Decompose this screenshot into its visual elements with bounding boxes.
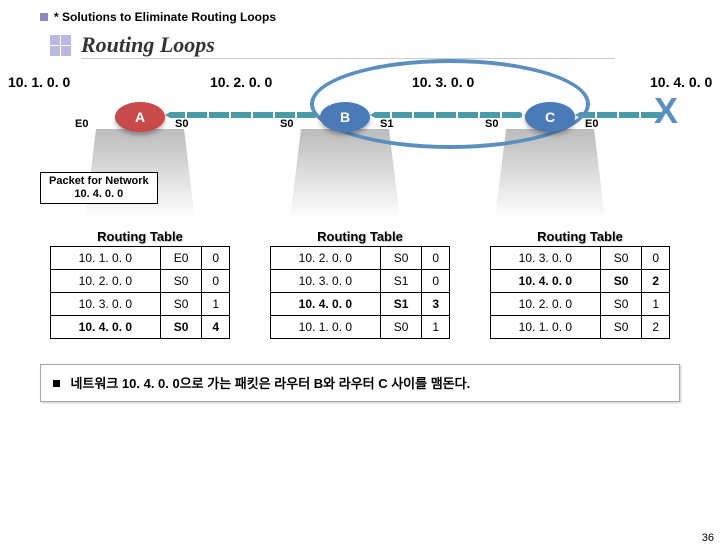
table-cell: S0: [160, 270, 202, 293]
page-number: 36: [702, 532, 714, 544]
table-cell: S0: [380, 316, 422, 339]
table-cell: 10. 2. 0. 0: [271, 247, 381, 270]
routing-table-title: Routing Table: [270, 229, 450, 244]
page-title: Routing Loops: [81, 32, 615, 59]
table-cell: S0: [380, 247, 422, 270]
table-cell: 2: [642, 316, 670, 339]
interface-label: S1: [380, 118, 393, 130]
table-cell: 10. 4. 0. 0: [51, 316, 161, 339]
table-cell: 1: [422, 316, 450, 339]
interface-label: S0: [485, 118, 498, 130]
table-row: 10. 4. 0. 0S13: [271, 293, 450, 316]
router-b: B: [320, 102, 370, 132]
network-label: 10. 2. 0. 0: [210, 74, 272, 90]
table-cell: S0: [600, 293, 642, 316]
network-label: 10. 4. 0. 0: [650, 74, 712, 90]
table-row: 10. 2. 0. 0S00: [271, 247, 450, 270]
router-a: A: [115, 102, 165, 132]
table-cell: 0: [422, 270, 450, 293]
interface-label: S0: [175, 118, 188, 130]
footer-note: 네트워크 10. 4. 0. 0으로 가는 패킷은 라우터 B와 라우터 C 사…: [40, 364, 680, 402]
interface-label: S0: [280, 118, 293, 130]
table-cell: 2: [642, 270, 670, 293]
network-label: 10. 1. 0. 0: [8, 74, 70, 90]
link-fail-x-icon: X: [654, 90, 678, 132]
routing-table-grid: 10. 2. 0. 0S0010. 3. 0. 0S1010. 4. 0. 0S…: [270, 246, 450, 339]
routing-tables: Routing Table10. 1. 0. 0E0010. 2. 0. 0S0…: [0, 229, 720, 339]
table-cell: 10. 3. 0. 0: [51, 293, 161, 316]
routing-table: Routing Table10. 2. 0. 0S0010. 3. 0. 0S1…: [270, 229, 450, 339]
routing-table: Routing Table10. 3. 0. 0S0010. 4. 0. 0S0…: [490, 229, 670, 339]
table-cell: 0: [202, 270, 230, 293]
table-row: 10. 2. 0. 0S01: [491, 293, 670, 316]
table-cell: S0: [160, 293, 202, 316]
header-row: * Solutions to Eliminate Routing Loops: [40, 10, 720, 24]
table-row: 10. 3. 0. 0S10: [271, 270, 450, 293]
table-cell: 10. 4. 0. 0: [271, 293, 381, 316]
interface-label: E0: [585, 118, 598, 130]
network-diagram: 10. 1. 0. 0 10. 2. 0. 0 10. 3. 0. 0 10. 4. …: [0, 74, 720, 204]
table-cell: 10. 2. 0. 0: [51, 270, 161, 293]
table-row: 10. 4. 0. 0S02: [491, 270, 670, 293]
table-cell: 10. 1. 0. 0: [271, 316, 381, 339]
interface-label: E0: [75, 118, 88, 130]
packet-label-box: Packet for Network10. 4. 0. 0: [40, 172, 158, 204]
table-cell: 4: [202, 316, 230, 339]
table-row: 10. 1. 0. 0S02: [491, 316, 670, 339]
network-label: 10. 3. 0. 0: [412, 74, 474, 90]
router-c: C: [525, 102, 575, 132]
table-row: 10. 3. 0. 0S01: [51, 293, 230, 316]
table-cell: S1: [380, 270, 422, 293]
table-cell: S0: [600, 316, 642, 339]
table-cell: 10. 3. 0. 0: [271, 270, 381, 293]
router-label: C: [545, 109, 555, 125]
table-cell: 0: [642, 247, 670, 270]
table-row: 10. 1. 0. 0E00: [51, 247, 230, 270]
header-text: * Solutions to Eliminate Routing Loops: [54, 10, 276, 24]
routing-table-title: Routing Table: [490, 229, 670, 244]
router-label: A: [135, 109, 145, 125]
table-cell: 10. 1. 0. 0: [51, 247, 161, 270]
table-cell: 10. 4. 0. 0: [491, 270, 601, 293]
router-label: B: [340, 109, 350, 125]
table-cell: 10. 1. 0. 0: [491, 316, 601, 339]
table-row: 10. 4. 0. 0S04: [51, 316, 230, 339]
routing-table-grid: 10. 1. 0. 0E0010. 2. 0. 0S0010. 3. 0. 0S…: [50, 246, 230, 339]
title-row: Routing Loops: [50, 32, 720, 59]
routing-table: Routing Table10. 1. 0. 0E0010. 2. 0. 0S0…: [50, 229, 230, 339]
table-cell: 1: [202, 293, 230, 316]
table-row: 10. 2. 0. 0S00: [51, 270, 230, 293]
footer-bullet-icon: [53, 380, 60, 387]
table-cell: S0: [600, 270, 642, 293]
table-cell: S0: [160, 316, 202, 339]
table-cell: S0: [600, 247, 642, 270]
table-cell: 0: [422, 247, 450, 270]
table-row: 10. 3. 0. 0S00: [491, 247, 670, 270]
table-cell: 0: [202, 247, 230, 270]
table-cell: E0: [160, 247, 202, 270]
header-bullet-icon: [40, 13, 48, 21]
footer-text: 네트워크 10. 4. 0. 0으로 가는 패킷은 라우터 B와 라우터 C 사…: [70, 376, 470, 391]
table-cell: 3: [422, 293, 450, 316]
table-row: 10. 1. 0. 0S01: [271, 316, 450, 339]
title-decor-icon: [50, 35, 71, 56]
table-cell: 1: [642, 293, 670, 316]
table-cell: 10. 2. 0. 0: [491, 293, 601, 316]
table-cell: S1: [380, 293, 422, 316]
routing-table-grid: 10. 3. 0. 0S0010. 4. 0. 0S0210. 2. 0. 0S…: [490, 246, 670, 339]
routing-table-title: Routing Table: [50, 229, 230, 244]
table-cell: 10. 3. 0. 0: [491, 247, 601, 270]
